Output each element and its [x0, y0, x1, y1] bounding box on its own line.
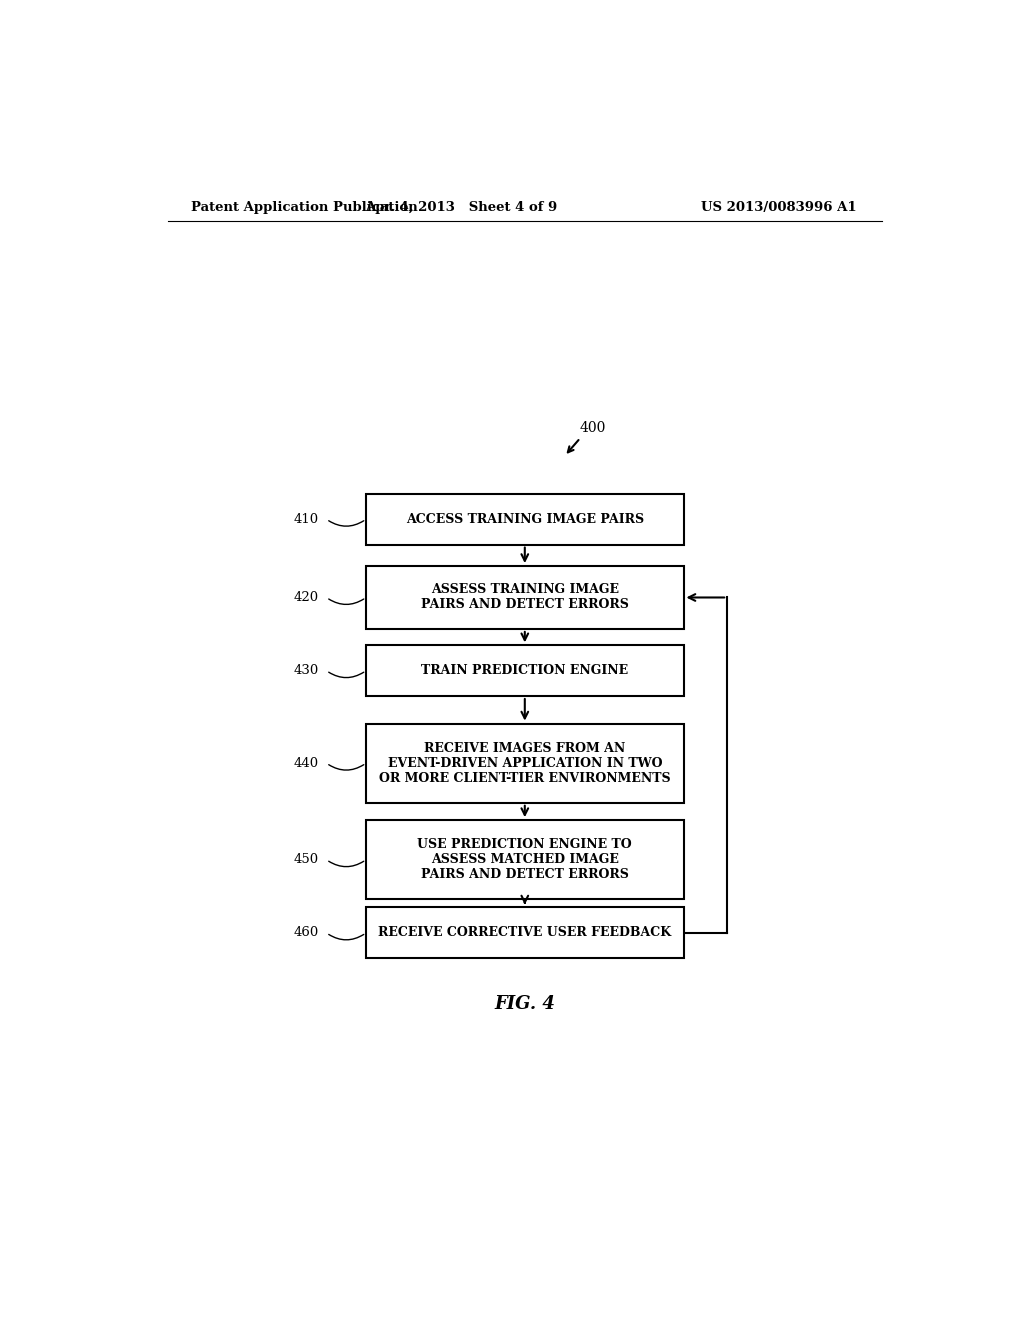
FancyBboxPatch shape	[367, 645, 684, 696]
Text: TRAIN PREDICTION ENGINE: TRAIN PREDICTION ENGINE	[421, 664, 629, 677]
FancyBboxPatch shape	[367, 907, 684, 958]
Text: Patent Application Publication: Patent Application Publication	[191, 201, 418, 214]
Text: ACCESS TRAINING IMAGE PAIRS: ACCESS TRAINING IMAGE PAIRS	[406, 512, 644, 525]
Text: 410: 410	[293, 512, 318, 525]
Text: 430: 430	[293, 664, 318, 677]
Text: 400: 400	[579, 421, 605, 434]
Text: RECEIVE IMAGES FROM AN
EVENT-DRIVEN APPLICATION IN TWO
OR MORE CLIENT-TIER ENVIR: RECEIVE IMAGES FROM AN EVENT-DRIVEN APPL…	[379, 742, 671, 784]
Text: 450: 450	[293, 853, 318, 866]
FancyBboxPatch shape	[367, 494, 684, 545]
Text: 420: 420	[293, 591, 318, 605]
Text: US 2013/0083996 A1: US 2013/0083996 A1	[701, 201, 856, 214]
Text: ASSESS TRAINING IMAGE
PAIRS AND DETECT ERRORS: ASSESS TRAINING IMAGE PAIRS AND DETECT E…	[421, 583, 629, 611]
FancyBboxPatch shape	[367, 723, 684, 803]
FancyBboxPatch shape	[367, 566, 684, 630]
FancyBboxPatch shape	[367, 820, 684, 899]
Text: RECEIVE CORRECTIVE USER FEEDBACK: RECEIVE CORRECTIVE USER FEEDBACK	[378, 927, 672, 940]
Text: 440: 440	[293, 756, 318, 770]
Text: USE PREDICTION ENGINE TO
ASSESS MATCHED IMAGE
PAIRS AND DETECT ERRORS: USE PREDICTION ENGINE TO ASSESS MATCHED …	[418, 838, 632, 882]
Text: Apr. 4, 2013   Sheet 4 of 9: Apr. 4, 2013 Sheet 4 of 9	[366, 201, 557, 214]
Text: 460: 460	[293, 927, 318, 940]
Text: FIG. 4: FIG. 4	[495, 995, 555, 1012]
